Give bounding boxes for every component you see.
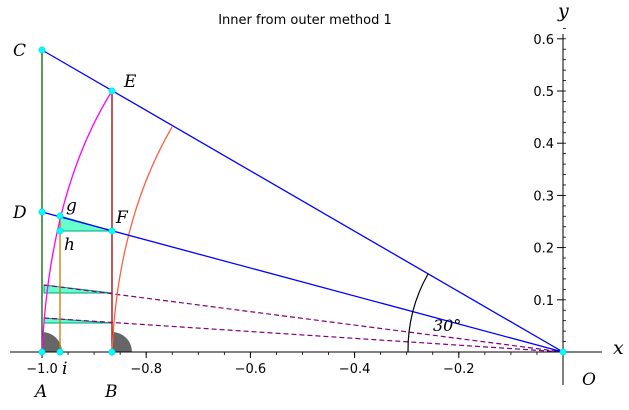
x-tick-label: −0.2 [443,362,475,377]
dashed-ray-upper [43,284,564,353]
y-tick-label: 0.6 [533,33,554,48]
origin-label: O [582,370,596,390]
label-C: C [13,41,26,61]
x-tick-label: −0.8 [130,362,162,377]
outer-arc-magenta [41,90,113,353]
point-O [559,348,567,356]
inner-arc-orange [111,126,173,353]
quarter-disc-A [42,332,62,352]
dashed-ray-lower [43,317,564,353]
label-F: F [115,208,129,228]
x-axis-ticks: −1.0 −0.8 −0.6 −0.4 −0.2 [26,352,564,377]
figure-title: Inner from outer method 1 [218,13,392,28]
point-E [108,87,116,95]
point-A [38,348,46,356]
ray-OD [41,211,564,353]
y-axis-label: y [557,0,569,22]
point-h [56,227,64,235]
x-tick-label: −0.6 [235,362,267,377]
point-i [56,348,64,356]
label-A: A [33,382,47,402]
quarter-disc-B [112,332,132,352]
label-i: i [62,359,67,379]
angle-label: 30° [433,316,461,335]
point-g [56,212,64,220]
points [38,46,567,356]
label-B: B [104,382,118,402]
x-axis-label: x [613,337,624,359]
y-tick-label: 0.5 [533,85,554,100]
label-g: g [66,196,77,216]
y-axis-ticks: 0.1 0.2 0.3 0.4 0.5 0.6 [533,27,566,353]
y-tick-label: 0.2 [533,242,554,257]
ray-OC [41,49,564,353]
point-B [108,348,116,356]
x-tick-label: −0.4 [339,362,371,377]
point-C [38,46,46,54]
label-E: E [123,72,137,92]
x-tick-label: −1.0 [26,362,58,377]
y-tick-label: 0.1 [533,294,554,309]
y-tick-label: 0.3 [533,189,554,204]
label-h: h [64,235,75,255]
y-tick-label: 0.4 [533,137,554,152]
point-F [108,227,116,235]
point-D [38,208,46,216]
angle-arc [407,273,429,353]
label-D: D [12,203,27,223]
